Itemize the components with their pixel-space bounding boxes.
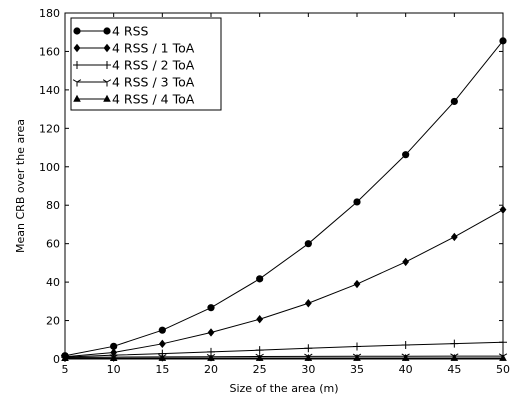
series-2-point-9 [450, 232, 458, 242]
series-2-point-5 [256, 315, 264, 324]
series-3-point-8 [401, 340, 410, 349]
x-tick-label-10: 50 [496, 363, 510, 376]
axis-ticks: 5 10 15 20 25 30 35 40 45 50 0 20 40 60 80 100 120 140 160… [39, 7, 510, 376]
y-tick-label-7: 120 [39, 122, 60, 135]
legend-label-5: 4 RSS / 4 ToA [112, 92, 195, 107]
series-3-point-5 [255, 346, 264, 355]
series-1-point-2 [110, 342, 118, 350]
series-3-line [64, 341, 504, 358]
series-1-point-4 [207, 304, 215, 312]
series-2-line [64, 209, 504, 358]
x-tick-label-8: 40 [399, 363, 413, 376]
y-tick-label-10: 180 [39, 7, 60, 20]
legend-marker-start-4 [72, 79, 82, 87]
x-tick-label-1: 5 [62, 363, 69, 376]
x-tick-label-3: 15 [155, 363, 169, 376]
series-3-point-6 [304, 344, 313, 353]
y-tick-label-4: 60 [46, 238, 60, 251]
x-tick-label-9: 45 [447, 363, 461, 376]
series-1 [61, 37, 507, 360]
legend-label-4: 4 RSS / 3 ToA [112, 75, 195, 90]
series-2-point-8 [402, 257, 410, 267]
legend-marker-start-1 [73, 27, 81, 35]
legend-box [70, 17, 222, 111]
series-1-point-6 [304, 240, 312, 248]
legend-marker-end-5 [103, 94, 111, 102]
series-3 [61, 338, 507, 362]
x-tick-label-7: 35 [350, 363, 364, 376]
legend-entry-4: 4 RSS / 3 ToA [72, 75, 195, 90]
legend-marker-start-5 [73, 94, 81, 102]
y-axis-label: Mean CRB over the area [14, 119, 27, 253]
series-1-point-8 [402, 151, 410, 159]
legend-entry-1: 4 RSS [73, 24, 149, 39]
series-2-point-7 [353, 279, 361, 289]
legend-label-3: 4 RSS / 2 ToA [112, 58, 195, 73]
series-2-point-6 [304, 299, 312, 308]
plot-area [60, 37, 508, 362]
x-tick-label-5: 25 [253, 363, 267, 376]
legend-marker-end-3 [103, 61, 111, 69]
series-3-point-7 [353, 342, 361, 351]
series-1-line [64, 40, 504, 357]
y-tick-label-5: 80 [46, 199, 60, 212]
y-tick-label-9: 160 [39, 45, 60, 58]
legend-marker-start-3 [73, 61, 81, 69]
legend: 4 RSS 4 RSS / 1 ToA 4 RSS / 2 ToA 4 RSS / 3… [70, 17, 222, 111]
series-1-point-9 [450, 97, 458, 106]
legend-entry-2: 4 RSS / 1 ToA [73, 41, 195, 56]
series-4-line [64, 355, 503, 358]
legend-marker-end-2 [103, 43, 111, 53]
legend-label-1: 4 RSS [112, 24, 149, 39]
series-2 [61, 205, 507, 361]
legend-entry-5: 4 RSS / 4 ToA [73, 92, 195, 107]
x-tick-label-4: 20 [204, 363, 218, 376]
x-tick-label-6: 30 [301, 363, 315, 376]
legend-marker-start-2 [73, 43, 81, 53]
series-2-point-3 [158, 339, 166, 349]
y-tick-label-2: 20 [46, 315, 60, 328]
series-3-point-9 [450, 339, 459, 348]
x-axis-label: Size of the area (m) [229, 382, 338, 395]
y-tick-label-1: 0 [53, 353, 60, 366]
series-2-point-4 [207, 328, 215, 337]
legend-entry-3: 4 RSS / 2 ToA [73, 58, 195, 73]
series-1-point-3 [158, 326, 166, 334]
y-tick-label-8: 140 [39, 84, 60, 97]
series-1-point-7 [353, 198, 361, 206]
plot-frame [64, 12, 504, 360]
legend-marker-end-4 [102, 79, 112, 87]
legend-marker-end-1 [103, 27, 111, 35]
y-tick-label-6: 100 [39, 161, 60, 174]
legend-label-2: 4 RSS / 1 ToA [112, 41, 195, 56]
series-1-point-5 [256, 275, 264, 283]
y-tick-label-3: 40 [46, 276, 60, 289]
x-tick-label-2: 10 [107, 363, 121, 376]
